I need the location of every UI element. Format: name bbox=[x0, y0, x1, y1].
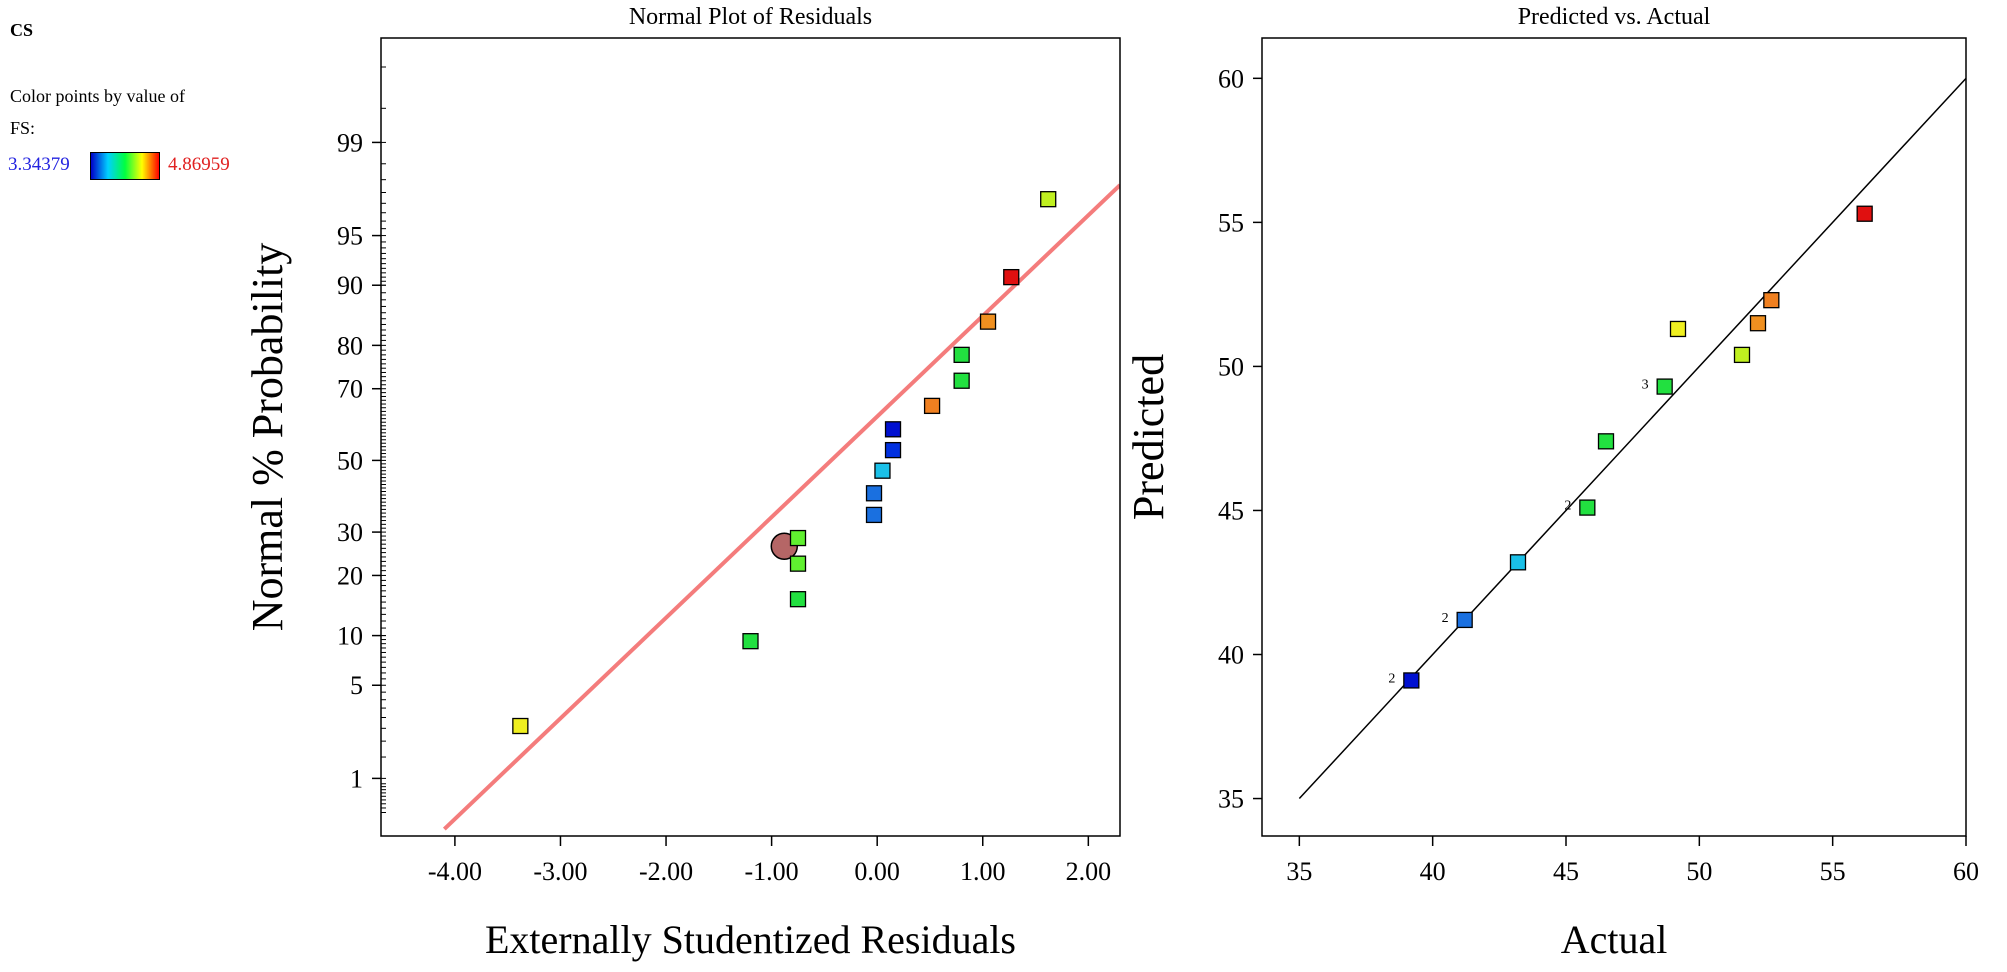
y-tick-label: 35 bbox=[1218, 785, 1244, 814]
y-tick-label: 1 bbox=[350, 764, 363, 793]
legend-max-label: 4.86959 bbox=[168, 154, 230, 175]
legend-line-1: Color points by value of bbox=[10, 86, 185, 106]
point-count-label: 2 bbox=[1388, 671, 1395, 686]
y-tick-label: 45 bbox=[1218, 496, 1244, 525]
data-point bbox=[865, 485, 883, 502]
plot-frame bbox=[380, 37, 1121, 837]
y-tick-label: 99 bbox=[337, 128, 363, 157]
y-tick-label: 80 bbox=[337, 331, 363, 360]
x-tick-label: 55 bbox=[1820, 857, 1846, 886]
x-tick-label: 2.00 bbox=[1066, 857, 1112, 886]
data-point bbox=[953, 346, 970, 364]
point-count-label: 2 bbox=[1564, 499, 1571, 514]
data-point bbox=[789, 555, 807, 572]
data-point bbox=[1856, 205, 1873, 222]
x-tick-label: 45 bbox=[1553, 857, 1579, 886]
y-axis-label: Normal % Probability bbox=[243, 243, 292, 632]
y-tick-label: 5 bbox=[350, 671, 363, 700]
data-point bbox=[953, 372, 970, 389]
normal-plot-chart: 1 5 10 20 30 50 70 80 90 95 99 -4.00 -3.00 -2.00 -1.00… bbox=[243, 4, 1121, 962]
chart-title: Predicted vs. Actual bbox=[1518, 4, 1711, 30]
y-axis-label: Predicted bbox=[1124, 354, 1173, 520]
y-tick-label: 10 bbox=[337, 622, 363, 651]
point-count-label: 2 bbox=[1442, 611, 1449, 626]
data-point bbox=[789, 591, 807, 608]
data-point bbox=[874, 462, 891, 479]
x-axis-label: Externally Studentized Residuals bbox=[485, 917, 1016, 962]
fit-line bbox=[442, 183, 1120, 831]
y-tick-label: 50 bbox=[337, 446, 363, 475]
chart-title: Normal Plot of Residuals bbox=[629, 4, 872, 30]
point-count-label: 3 bbox=[1642, 378, 1649, 393]
y-tick-label: 30 bbox=[337, 518, 363, 547]
reference-line bbox=[1298, 77, 1967, 800]
legend-gradient-bar bbox=[90, 152, 160, 180]
data-point bbox=[512, 717, 529, 735]
plot-frame bbox=[1261, 37, 1967, 837]
data-point bbox=[865, 506, 883, 524]
x-axis-label: Actual bbox=[1561, 917, 1668, 962]
data-point bbox=[1456, 611, 1473, 629]
data-point bbox=[1579, 499, 1596, 516]
x-tick-label: -2.00 bbox=[639, 857, 693, 886]
y-tick-label: 40 bbox=[1218, 641, 1244, 670]
legend-title: CS bbox=[10, 20, 34, 40]
x-tick-label: 0.00 bbox=[854, 857, 900, 886]
data-point bbox=[1040, 191, 1057, 208]
data-point bbox=[923, 397, 941, 415]
x-tick-label: 35 bbox=[1286, 857, 1312, 886]
y-tick-label: 60 bbox=[1218, 64, 1244, 93]
x-tick-label: 1.00 bbox=[960, 857, 1006, 886]
x-tick-label: 40 bbox=[1420, 857, 1446, 886]
data-point bbox=[789, 529, 807, 547]
data-point bbox=[1403, 672, 1420, 689]
data-point bbox=[1749, 315, 1767, 332]
data-point bbox=[884, 441, 902, 459]
y-tick-label: 50 bbox=[1218, 352, 1244, 381]
data-point bbox=[1656, 378, 1673, 395]
data-point bbox=[1003, 268, 1020, 286]
y-tick-label: 55 bbox=[1218, 208, 1244, 237]
x-tick-label: -3.00 bbox=[533, 857, 587, 886]
legend-min-label: 3.34379 bbox=[8, 154, 70, 175]
x-tick-label: -1.00 bbox=[745, 857, 799, 886]
y-tick-label: 95 bbox=[337, 222, 363, 251]
data-point bbox=[1669, 320, 1687, 338]
x-tick-label: 50 bbox=[1686, 857, 1712, 886]
y-tick-label: 90 bbox=[337, 271, 363, 300]
data-point bbox=[1509, 554, 1527, 571]
data-point bbox=[1597, 433, 1615, 450]
x-tick-label: -4.00 bbox=[428, 857, 482, 886]
y-tick-label: 70 bbox=[337, 375, 363, 404]
x-tick-label: 60 bbox=[1953, 857, 1979, 886]
legend-line-2: FS: bbox=[10, 118, 36, 138]
data-point bbox=[742, 633, 759, 650]
data-point bbox=[884, 421, 902, 438]
data-point bbox=[979, 313, 997, 330]
data-point bbox=[1733, 346, 1751, 364]
data-point bbox=[1763, 292, 1780, 309]
y-tick-label: 20 bbox=[337, 561, 363, 590]
predicted-vs-actual-chart: 35 40 45 50 55 60 35 40 45 50 55 60 2 2 2 3 Predicted vs… bbox=[1124, 4, 1979, 962]
